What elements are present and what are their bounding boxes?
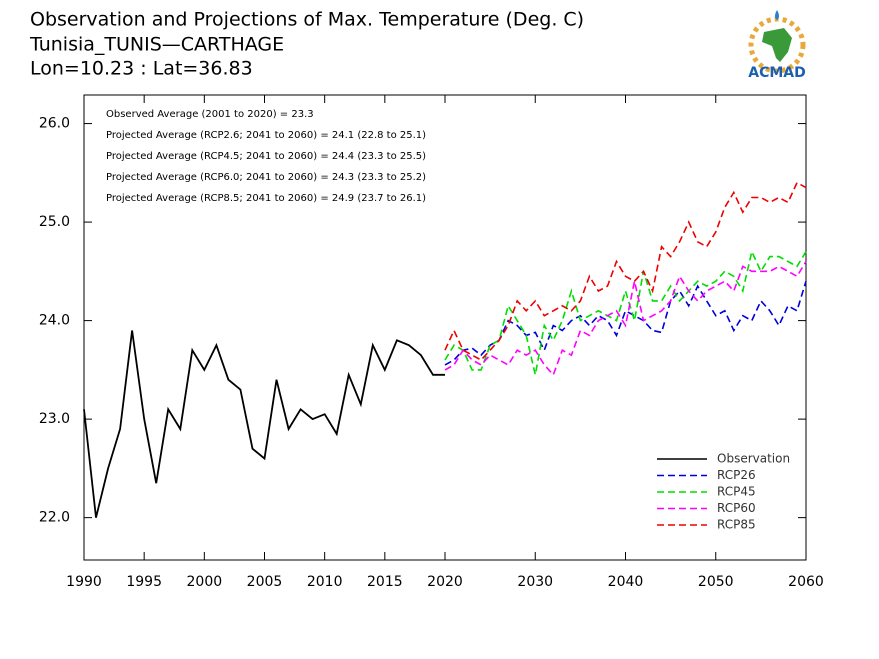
chart-subtitle: Tunisia_TUNIS—CARTHAGE <box>29 34 284 56</box>
series-line <box>444 280 807 366</box>
x-tick-label: 2015 <box>367 574 403 590</box>
x-tick-label: 2020 <box>427 574 463 590</box>
logo: ACMAD <box>748 10 806 81</box>
series-line <box>444 181 807 362</box>
x-tick-label: 2010 <box>307 574 343 590</box>
x-tick-label: 2040 <box>608 574 644 590</box>
annotation: Projected Average (RCP4.5; 2041 to 2060)… <box>106 151 426 162</box>
y-tick-label: 23.0 <box>39 411 70 427</box>
legend-label: RCP60 <box>717 501 756 515</box>
x-tick-label: 2050 <box>698 574 734 590</box>
legend-label: RCP85 <box>717 518 756 532</box>
y-tick-label: 22.0 <box>39 510 70 526</box>
logo-text: ACMAD <box>748 65 806 81</box>
x-tick-label: 2060 <box>788 574 824 590</box>
y-tick-label: 24.0 <box>39 313 70 329</box>
series-line <box>444 249 807 375</box>
legend-label: RCP26 <box>717 468 756 482</box>
x-tick-label: 1995 <box>126 574 162 590</box>
x-tick-label: 2000 <box>187 574 223 590</box>
y-tick-label: 26.0 <box>39 116 70 132</box>
chart-title: Observation and Projections of Max. Temp… <box>30 9 584 31</box>
legend-label: Observation <box>717 452 790 466</box>
plot-frame <box>83 94 807 561</box>
annotation: Observed Average (2001 to 2020) = 23.3 <box>106 109 314 120</box>
annotation: Projected Average (RCP6.0; 2041 to 2060)… <box>106 172 426 183</box>
annotation: Projected Average (RCP8.5; 2041 to 2060)… <box>106 193 426 204</box>
chart-location: Lon=10.23 : Lat=36.83 <box>30 58 253 80</box>
x-tick-label: 2030 <box>517 574 553 590</box>
annotation: Projected Average (RCP2.6; 2041 to 2060)… <box>106 130 426 141</box>
legend-label: RCP45 <box>717 485 756 499</box>
y-tick-label: 25.0 <box>39 214 70 230</box>
series-line <box>83 330 445 518</box>
x-tick-label: 2005 <box>247 574 283 590</box>
series-line <box>444 261 807 377</box>
x-tick-label: 1990 <box>66 574 102 590</box>
